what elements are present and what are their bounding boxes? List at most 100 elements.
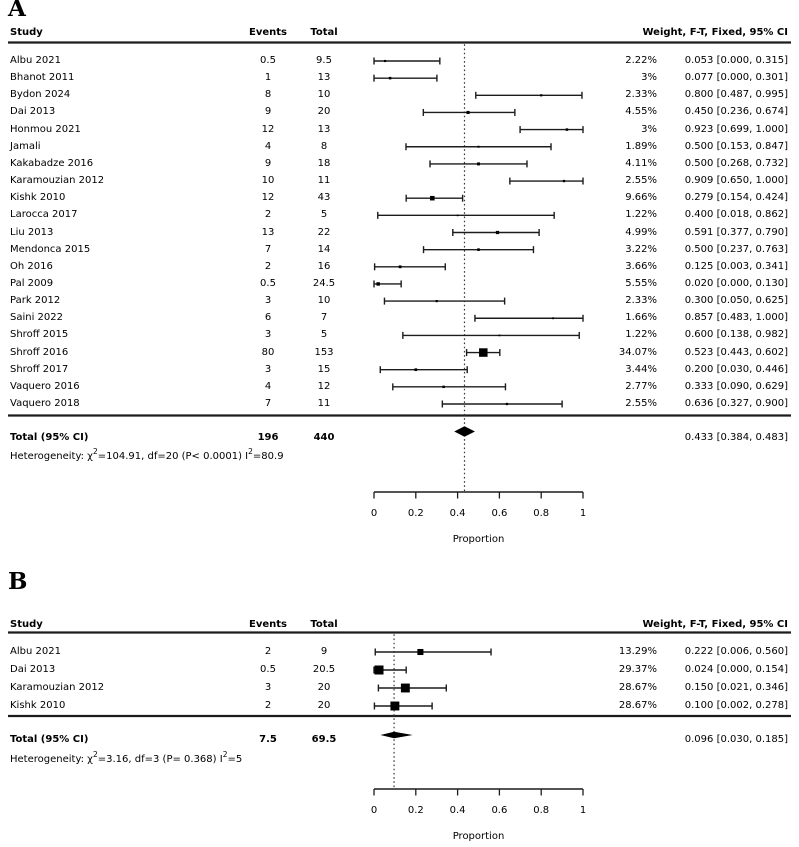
weight-value: 1.66%	[625, 312, 657, 324]
heterogeneity-segment: =104.91, df=20 (P< 0.0001) I	[97, 451, 249, 462]
total-value: 20	[317, 682, 331, 693]
point-estimate-marker	[435, 299, 438, 303]
heterogeneity-superscript: 2	[92, 749, 98, 759]
point-estimate-marker	[477, 162, 480, 166]
point-estimate-marker	[562, 179, 566, 183]
ci-value: 0.909 [0.650, 1.000]	[684, 175, 788, 187]
weight-value: 9.66%	[625, 192, 657, 204]
events-value: 3	[264, 329, 272, 341]
point-estimate-marker	[430, 195, 435, 201]
events-value: 2	[264, 209, 272, 221]
events-value: 7	[264, 243, 272, 255]
heterogeneity-superscript: 2	[222, 749, 228, 759]
point-estimate-marker	[498, 334, 501, 337]
study-name: Kakabadze 2016	[10, 157, 94, 169]
study-name: Liu 2013	[10, 226, 54, 238]
point-estimate-marker	[383, 59, 387, 63]
total-value: 22	[317, 226, 331, 238]
events-value: 3	[264, 682, 272, 693]
study-name: Karamouzian 2012	[10, 175, 105, 187]
weight-value: 28.67%	[618, 682, 657, 693]
pooled-diamond	[454, 426, 475, 437]
point-estimate-marker	[388, 76, 392, 80]
events-value: 9	[264, 106, 272, 118]
axis-title: Proportion	[452, 831, 505, 842]
total-total-value: 440	[313, 432, 335, 443]
total-value: 5	[320, 209, 328, 221]
study-name: Vaquero 2018	[10, 398, 80, 409]
weight-ci-column-header: Weight, F-T, Fixed, 95% CI	[642, 27, 788, 38]
events-value: 12	[261, 192, 275, 204]
ci-value: 0.200 [0.030, 0.446]	[684, 363, 788, 375]
axis-tick-label: 0.8	[533, 508, 550, 519]
study-column-header: Study	[10, 619, 43, 630]
total-value: 5	[320, 329, 328, 341]
ci-value: 0.450 [0.236, 0.674]	[684, 106, 788, 118]
heterogeneity-superscript: 2	[92, 446, 98, 456]
weight-value: 5.55%	[625, 277, 657, 289]
total-value: 10	[317, 295, 331, 307]
ci-value: 0.636 [0.327, 0.900]	[684, 398, 788, 409]
events-value: 2	[264, 260, 272, 272]
ci-value: 0.400 [0.018, 0.862]	[684, 209, 788, 221]
weight-ci-column-header: Weight, F-T, Fixed, 95% CI	[642, 619, 788, 630]
total-row-label: Total (95% CI)	[10, 432, 89, 443]
events-value: 3	[264, 295, 272, 307]
ci-value: 0.053 [0.000, 0.315]	[684, 55, 788, 66]
events-value: 0.5	[260, 664, 276, 675]
panel-label-a: A	[8, 0, 26, 22]
events-value: 7	[264, 398, 272, 409]
study-name: Pal 2009	[10, 277, 54, 289]
axis-tick-label: 0.8	[533, 805, 550, 816]
events-value: 12	[261, 123, 275, 135]
events-value: 2	[264, 646, 272, 657]
ci-value: 0.024 [0.000, 0.154]	[684, 664, 788, 675]
axis-tick-label: 1	[579, 508, 587, 519]
events-value: 6	[264, 312, 272, 324]
point-estimate-marker	[417, 648, 424, 656]
point-estimate-marker	[466, 110, 470, 115]
study-name: Albu 2021	[10, 55, 61, 66]
total-row-label: Total (95% CI)	[10, 734, 89, 745]
ci-value: 0.222 [0.006, 0.560]	[684, 646, 788, 657]
total-value: 14	[317, 243, 331, 255]
point-estimate-marker	[565, 128, 569, 131]
ci-value: 0.150 [0.021, 0.346]	[684, 682, 788, 693]
ci-value: 0.077 [0.000, 0.301]	[684, 72, 788, 84]
events-value: 4	[264, 380, 272, 392]
events-value: 80	[261, 346, 275, 358]
weight-value: 2.77%	[625, 380, 657, 392]
point-estimate-marker	[442, 385, 445, 389]
ci-value: 0.125 [0.003, 0.341]	[684, 260, 788, 272]
total-value: 43	[317, 192, 331, 204]
ci-value: 0.300 [0.050, 0.625]	[684, 295, 788, 307]
events-value: 0.5	[260, 55, 276, 66]
events-value: 13	[261, 226, 275, 238]
point-estimate-marker	[552, 317, 555, 320]
heterogeneity-segment: Heterogeneity: χ	[10, 754, 93, 765]
weight-value: 28.67%	[618, 700, 657, 711]
ci-value: 0.333 [0.090, 0.629]	[684, 380, 788, 392]
ci-value: 0.500 [0.153, 0.847]	[684, 140, 788, 152]
ci-value: 0.800 [0.487, 0.995]	[684, 89, 788, 101]
axis-tick-label: 0.4	[449, 508, 466, 519]
weight-value: 3.66%	[625, 260, 657, 272]
point-estimate-marker	[540, 94, 543, 97]
study-name: Albu 2021	[10, 646, 61, 657]
heterogeneity-segment: =80.9	[252, 451, 284, 462]
total-value: 15	[317, 363, 331, 375]
study-name: Shroff 2017	[10, 363, 69, 375]
total-value: 20.5	[312, 664, 336, 675]
weight-value: 4.11%	[625, 157, 657, 169]
weight-value: 2.55%	[625, 175, 657, 187]
study-name: Bydon 2024	[10, 89, 71, 101]
events-value: 0.5	[260, 277, 276, 289]
ci-value: 0.923 [0.699, 1.000]	[684, 123, 788, 135]
study-name: Shroff 2015	[10, 329, 69, 341]
weight-value: 4.99%	[625, 226, 657, 238]
weight-value: 4.55%	[625, 106, 657, 118]
axis-tick-label: 0.2	[407, 805, 424, 816]
weight-value: 1.22%	[625, 209, 657, 221]
